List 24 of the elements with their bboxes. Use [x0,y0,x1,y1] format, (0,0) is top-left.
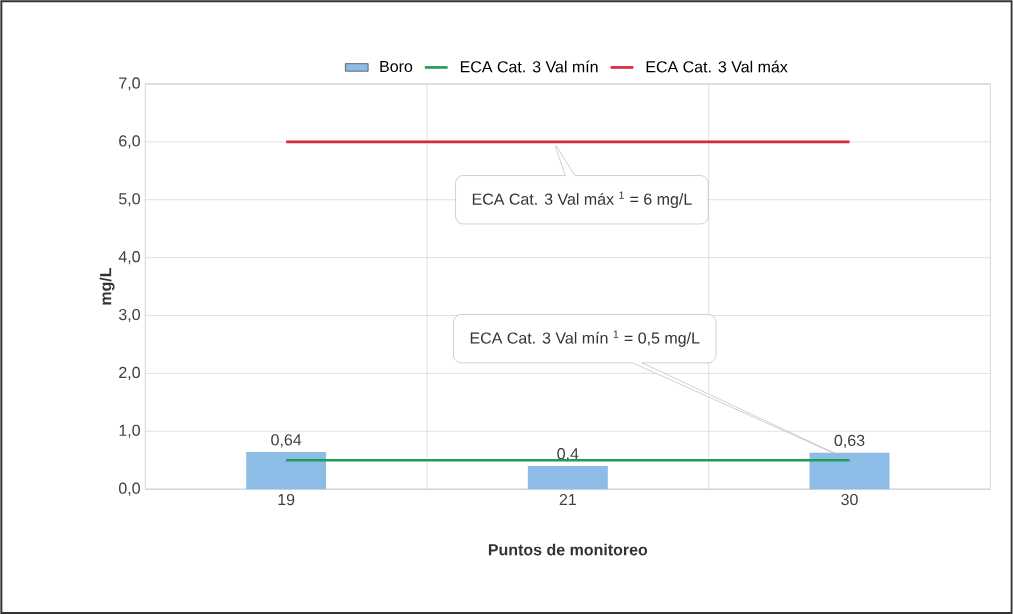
bar [246,451,327,489]
y-tick-label: 0,0 [118,482,140,496]
y-tick-label: 3,0 [118,308,140,322]
data-label: 0,4 [557,447,579,462]
data-label: 0,63 [834,434,865,448]
y-tick-label: 6,0 [119,135,140,149]
legend-label: Boro [380,60,413,72]
y-tick-label: 7,0 [119,77,140,91]
legend-label: ECA Cat. 3 Val mín [460,60,598,73]
y-tick-label: 5,0 [119,192,140,207]
annotation: ECA Cat. 3 Val mín $^{1}$ = 0,5 mg/L [470,330,700,347]
data-label: 0,64 [271,433,302,448]
y-tick-label: 4,0 [118,250,140,265]
y-axis-title: mg/L [99,267,115,305]
y-tick-label: 2,0 [119,366,140,380]
bar [527,465,608,489]
bar [809,452,890,489]
legend-label: ECA Cat. 3 Val máx [646,60,788,73]
x-tick-label: 19 [278,493,295,505]
annotation: ECA Cat. 3 Val máx $^{1}$ = 6 mg/L [472,191,692,208]
y-tick-label: 1,0 [119,424,140,438]
x-tick-label: 30 [841,493,858,505]
x-axis-title: Puntos de monitoreo [488,543,648,556]
x-tick-label: 21 [559,493,576,505]
